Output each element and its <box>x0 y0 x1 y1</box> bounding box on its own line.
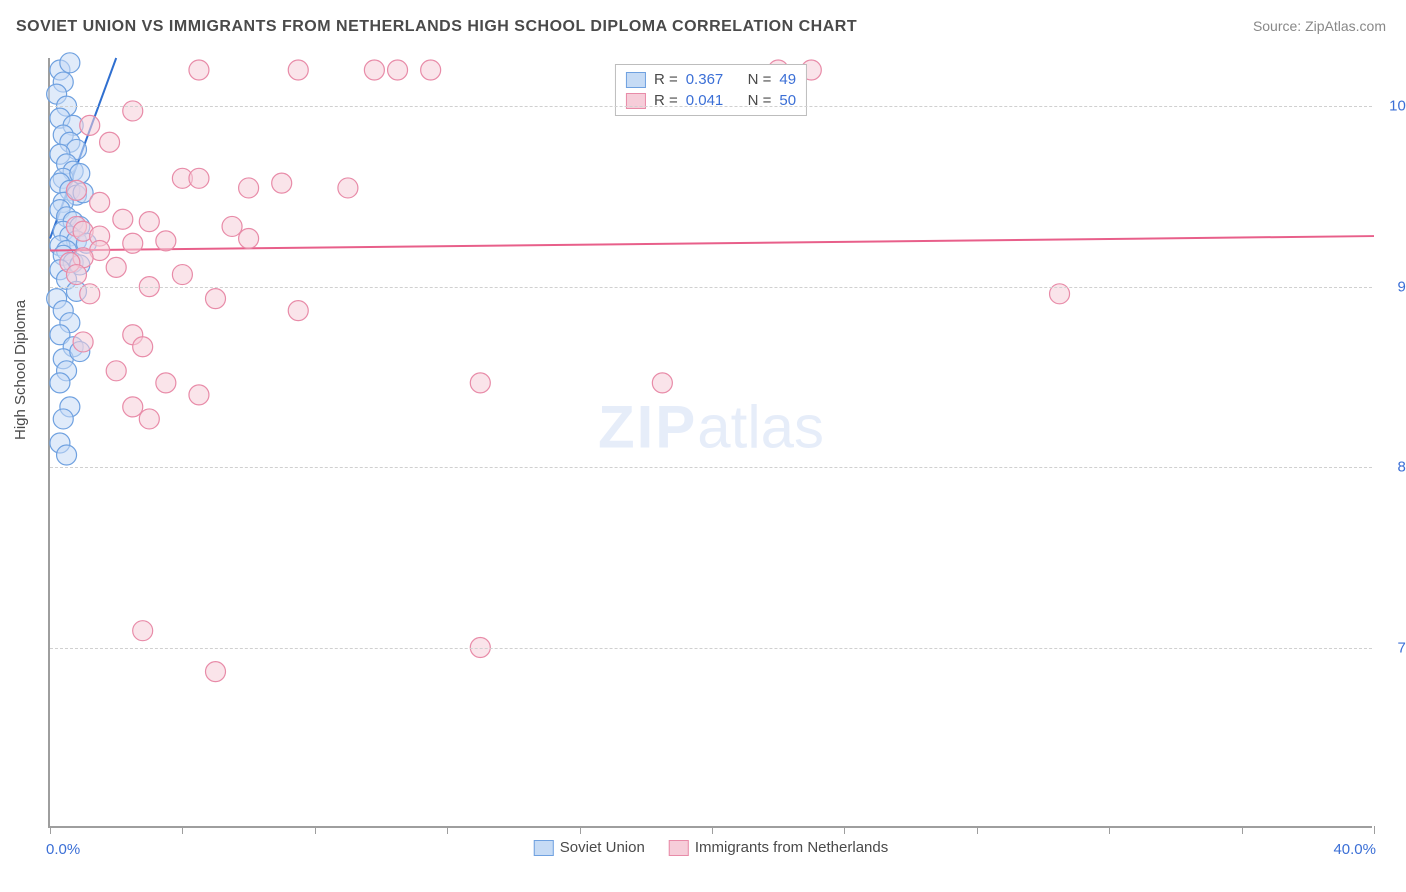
data-point <box>133 621 153 641</box>
data-point <box>106 257 126 277</box>
legend-swatch <box>626 72 646 88</box>
x-tick-mark <box>580 826 581 834</box>
x-tick-mark <box>182 826 183 834</box>
y-axis-label: High School Diploma <box>12 300 29 440</box>
data-point <box>139 409 159 429</box>
stat-r-value: 0.367 <box>686 71 724 88</box>
data-point <box>364 60 384 80</box>
legend-label: Immigrants from Netherlands <box>695 839 888 856</box>
x-tick-mark <box>844 826 845 834</box>
x-tick-mark <box>315 826 316 834</box>
x-tick-mark <box>977 826 978 834</box>
y-tick-label: 92.5% <box>1380 278 1406 295</box>
data-point <box>388 60 408 80</box>
x-axis-end-label: 40.0% <box>1333 841 1376 858</box>
legend-swatch <box>669 840 689 856</box>
y-tick-label: 85.0% <box>1380 459 1406 476</box>
data-point <box>288 301 308 321</box>
x-tick-mark <box>712 826 713 834</box>
plot-area: ZIPatlas R = 0.367 N = 49R = 0.041 N = 5… <box>48 58 1372 828</box>
data-point <box>113 209 133 229</box>
data-point <box>338 178 358 198</box>
data-point <box>239 228 259 248</box>
stat-n-value: 49 <box>779 71 796 88</box>
gridline <box>50 106 1372 107</box>
data-point <box>80 115 100 135</box>
data-point <box>139 212 159 232</box>
x-axis-start-label: 0.0% <box>46 841 80 858</box>
data-point <box>652 373 672 393</box>
y-tick-label: 100.0% <box>1380 98 1406 115</box>
data-point <box>53 409 73 429</box>
legend-swatch <box>534 840 554 856</box>
data-point <box>100 132 120 152</box>
data-point <box>206 662 226 682</box>
data-point <box>123 101 143 121</box>
legend-bottom: Soviet Union Immigrants from Netherlands <box>534 839 888 856</box>
legend-item: Soviet Union <box>534 839 645 856</box>
data-point <box>470 373 490 393</box>
data-point <box>272 173 292 193</box>
data-point <box>60 53 80 73</box>
data-point <box>189 385 209 405</box>
data-point <box>288 60 308 80</box>
data-point <box>239 178 259 198</box>
data-point <box>421 60 441 80</box>
data-point <box>57 445 77 465</box>
data-point <box>90 192 110 212</box>
data-point <box>66 180 86 200</box>
data-point <box>106 361 126 381</box>
data-point <box>206 289 226 309</box>
source-attribution: Source: ZipAtlas.com <box>1253 18 1386 34</box>
y-tick-label: 77.5% <box>1380 639 1406 656</box>
x-tick-mark <box>50 826 51 834</box>
stat-n-label: N = <box>748 71 772 88</box>
data-point <box>172 265 192 285</box>
correlation-stats-box: R = 0.367 N = 49R = 0.041 N = 50 <box>615 64 807 116</box>
data-point <box>66 265 86 285</box>
x-tick-mark <box>447 826 448 834</box>
data-point <box>133 337 153 357</box>
stats-row: R = 0.367 N = 49 <box>626 69 796 90</box>
x-tick-mark <box>1242 826 1243 834</box>
data-point <box>189 168 209 188</box>
x-tick-mark <box>1374 826 1375 834</box>
data-point <box>50 373 70 393</box>
chart-title: SOVIET UNION VS IMMIGRANTS FROM NETHERLA… <box>16 18 857 36</box>
data-point <box>189 60 209 80</box>
gridline <box>50 648 1372 649</box>
data-point <box>123 397 143 417</box>
stats-row: R = 0.041 N = 50 <box>626 90 796 111</box>
data-point <box>123 233 143 253</box>
chart-svg <box>50 58 1372 826</box>
stat-r-label: R = <box>654 71 678 88</box>
gridline <box>50 287 1372 288</box>
legend-label: Soviet Union <box>560 839 645 856</box>
data-point <box>156 231 176 251</box>
gridline <box>50 467 1372 468</box>
data-point <box>156 373 176 393</box>
data-point <box>73 332 93 352</box>
data-point <box>222 216 242 236</box>
legend-item: Immigrants from Netherlands <box>669 839 888 856</box>
x-tick-mark <box>1109 826 1110 834</box>
